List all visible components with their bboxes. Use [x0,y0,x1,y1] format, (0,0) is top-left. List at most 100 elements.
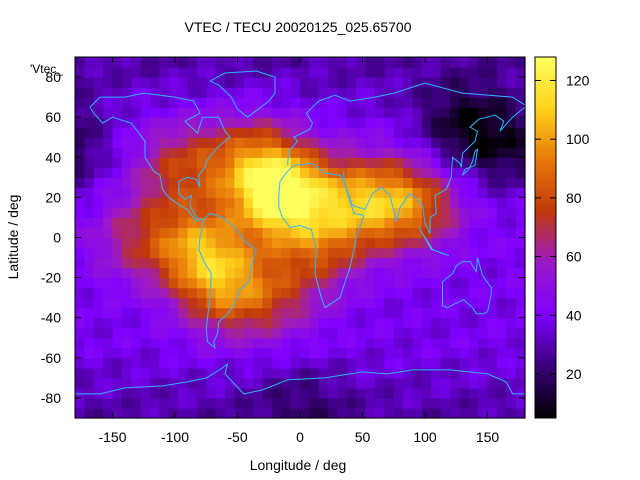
heatmap-cell [112,107,123,118]
heatmap-cell [300,147,310,158]
heatmap-cell [178,207,189,219]
heatmap-cell [93,187,104,198]
heatmap-cell [112,157,123,168]
heatmap-cell [478,87,489,98]
heatmap-cell [300,177,310,188]
heatmap-cell [93,77,104,88]
heatmap-cell [440,227,451,239]
heatmap-cell [431,67,442,78]
heatmap-cell [253,117,264,128]
heatmap-cell [328,277,339,289]
heatmap-cell [421,97,432,108]
heatmap-cell [281,207,292,219]
heatmap-cell [103,407,114,419]
heatmap-cell [421,397,432,409]
heatmap-cell [281,277,292,289]
heatmap-cell [309,77,320,88]
heatmap-cell [187,217,198,229]
heatmap-cell [346,87,357,98]
heatmap-cell [121,307,132,319]
heatmap-cell [262,107,273,118]
heatmap-cell [206,347,217,359]
heatmap-cell [496,377,507,389]
heatmap-cell [440,107,451,118]
heatmap-cell [487,127,498,138]
heatmap-cell [131,127,142,138]
heatmap-cell [515,147,526,158]
heatmap-cell [168,177,179,188]
heatmap-cell [103,387,114,399]
heatmap-cell [281,137,292,148]
x-tick-label: 100 [413,429,437,445]
heatmap-cell [112,257,123,269]
heatmap-cell [496,67,507,78]
heatmap-cell [75,57,85,68]
heatmap-cell [215,267,226,279]
heatmap-cell [140,127,151,138]
heatmap-cell [131,267,142,279]
heatmap-cell [159,107,170,118]
heatmap-cell [103,97,114,108]
heatmap-cell [150,347,160,359]
heatmap-cell [253,377,264,389]
heatmap-cell [346,357,357,369]
heatmap-cell [403,97,414,108]
heatmap-cell [112,237,123,249]
heatmap-cell [478,157,489,168]
heatmap-cell [412,137,423,148]
heatmap-cell [450,327,460,339]
heatmap-cell [178,367,189,379]
heatmap-cell [346,117,357,128]
heatmap-cell [243,67,254,78]
heatmap-cell [112,127,123,138]
heatmap-cell [496,207,507,219]
heatmap-cell [271,327,282,339]
heatmap-cell [506,147,517,158]
heatmap-cell [403,277,414,289]
heatmap-cell [84,247,95,259]
heatmap-cell [243,407,254,419]
heatmap-cell [103,77,114,88]
heatmap-cell [121,407,132,419]
heatmap-cell [243,57,254,68]
heatmap-cell [253,137,264,148]
heatmap-cell [365,257,376,269]
heatmap-cell [337,297,348,309]
heatmap-cell [103,137,114,148]
heatmap-cell [300,267,310,279]
heatmap-cell [262,77,273,88]
heatmap-cell [253,67,264,78]
heatmap-cell [281,407,292,419]
heatmap-cell [440,337,451,349]
heatmap-cell [328,127,339,138]
heatmap-cell [206,117,217,128]
heatmap-cell [300,387,310,399]
heatmap-cell [131,247,142,259]
heatmap-cell [234,307,245,319]
heatmap-cell [131,227,142,239]
heatmap-cell [178,137,189,148]
heatmap-cell [421,157,432,168]
heatmap-cell [262,197,273,209]
heatmap-cell [496,187,507,198]
heatmap-cell [243,307,254,319]
heatmap-cell [393,57,404,68]
heatmap-cell [459,347,470,359]
heatmap-cell [290,237,301,249]
heatmap-cell [215,287,226,299]
heatmap-cell [468,117,479,128]
heatmap-cell [93,147,104,158]
heatmap-cell [140,327,151,339]
heatmap-cell [440,287,451,299]
heatmap-cell [234,317,245,329]
heatmap-cell [384,187,395,198]
heatmap-cell [412,77,423,88]
heatmap-cell [121,287,132,299]
heatmap-cell [393,147,404,158]
heatmap-cell [215,157,226,168]
heatmap-cell [506,367,517,379]
heatmap-cell [393,347,404,359]
heatmap-cell [243,247,254,259]
heatmap-cell [159,287,170,299]
heatmap-cell [384,97,395,108]
